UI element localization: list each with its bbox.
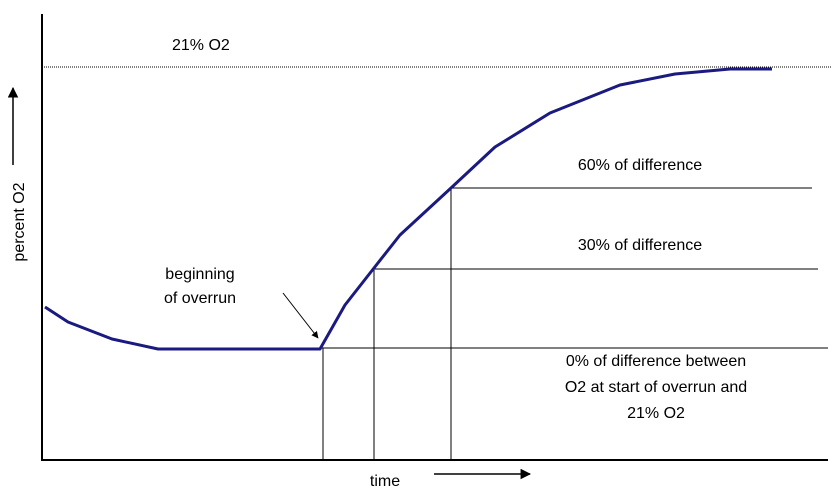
x-axis-label: time [370, 473, 400, 489]
level-label: 60% of difference [578, 157, 702, 174]
annotation-arrow [282, 292, 319, 339]
reference-label: 21% O2 [172, 37, 230, 54]
level-label: 30% of difference [578, 237, 702, 254]
level-label: 0% of difference between [566, 353, 746, 370]
level-label: 21% O2 [627, 405, 685, 422]
level-label: O2 at start of overrun and [565, 379, 747, 396]
annotation: beginning [165, 266, 234, 283]
y-axis-label: percent O2 [11, 182, 28, 261]
level-lines [320, 187, 828, 460]
o2-curve [44, 67, 772, 351]
annotation: of overrun [164, 290, 236, 307]
